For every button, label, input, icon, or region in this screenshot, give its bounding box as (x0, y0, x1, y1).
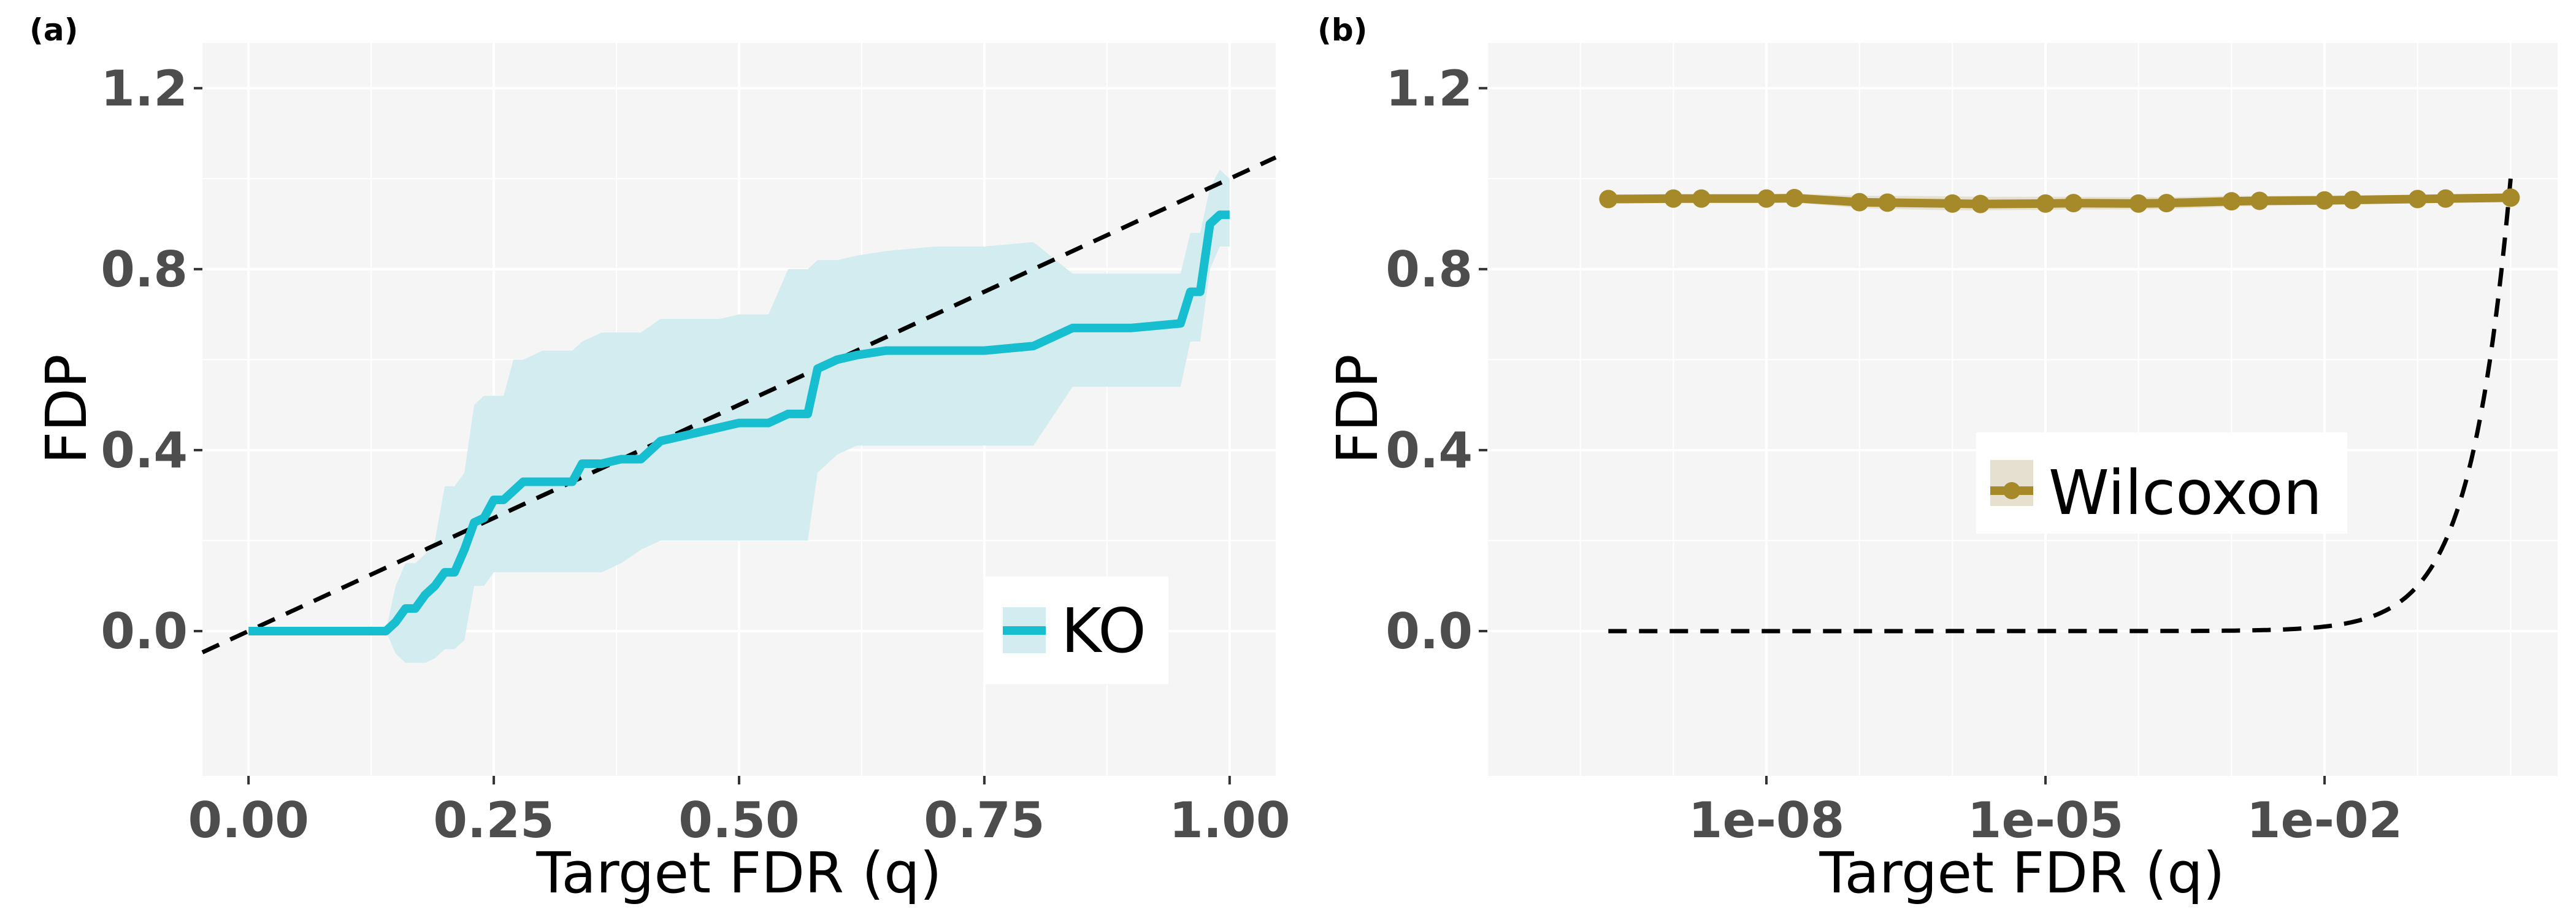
b-x-tick-label: 1e-08 (1689, 792, 1844, 849)
a-x-tick-label: 0.50 (678, 792, 799, 849)
b-x-tick-label: 1e-05 (1968, 792, 2123, 849)
b-data-point (2436, 189, 2455, 208)
panel-b-legend-key-point (2003, 482, 2020, 499)
b-data-point (1599, 190, 1618, 209)
panel-b-grid (1487, 43, 2558, 776)
panel-b-plot-background (1487, 43, 2558, 776)
b-data-point (2343, 190, 2362, 209)
panel-a-y-axis-title: FDP (34, 354, 99, 464)
panel-b-series (1599, 188, 2520, 213)
b-data-point (1664, 189, 1683, 208)
b-data-point (1785, 189, 1804, 208)
a-x-tick-label: 0.75 (924, 792, 1045, 849)
panel-b-reference (1608, 178, 2513, 634)
panel-a-ticks: 0.0 0.4 0.8 1.2 0.00 0.25 0.50 0.75 1.00 (101, 60, 1290, 849)
a-reference-line (201, 155, 1277, 654)
b-data-point (2315, 191, 2334, 210)
b-data-point (2129, 194, 2148, 213)
panel-a-reference (201, 155, 1277, 654)
panel-b-x-axis-title: Target FDR (q) (1819, 840, 2225, 906)
b-data-point (2157, 194, 2176, 213)
a-series-line (248, 210, 1230, 635)
b-x-tick-label: 1e-02 (2247, 792, 2402, 849)
b-data-point (1692, 189, 1711, 208)
panel-b-y-axis-title: FDP (1325, 354, 1390, 464)
a-x-tick-label: 1.00 (1169, 792, 1290, 849)
panel-b-tag: (b) (1317, 12, 1368, 48)
panel-a: (a) 0.0 0.4 0.8 1.2 0.00 0.25 0.50 0.75 1.00 Tar… (29, 12, 1290, 906)
panel-b: (b) 0.0 0.4 0.8 1.2 1e-08 1e-05 1e-02 Target F… (1317, 12, 2558, 906)
panel-b-legend-box (1976, 432, 2347, 534)
b-data-point (2408, 190, 2427, 209)
b-data-point (1943, 194, 1962, 213)
b-data-point (1850, 193, 1869, 212)
panel-a-tag: (a) (29, 12, 78, 48)
panel-a-x-axis-title: Target FDR (q) (536, 840, 942, 906)
a-y-tick-label: 0.8 (101, 241, 188, 298)
a-x-tick-label: 0.00 (188, 792, 309, 849)
b-data-point (2501, 188, 2520, 207)
b-data-point (2064, 194, 2083, 213)
b-data-point (2250, 191, 2269, 210)
b-data-point (2036, 194, 2055, 213)
panel-b-legend: Wilcoxon (1976, 432, 2347, 534)
panel-a-series (248, 210, 1230, 635)
panel-b-legend-label: Wilcoxon (2049, 457, 2322, 529)
b-reference-line (1608, 178, 2513, 634)
b-y-tick-label: 0.0 (1386, 603, 1473, 660)
a-x-tick-label: 0.25 (433, 792, 554, 849)
b-data-point (2222, 192, 2241, 211)
panel-b-ticks: 0.0 0.4 0.8 1.2 1e-08 1e-05 1e-02 (1386, 60, 2402, 849)
b-data-point (1878, 193, 1897, 212)
panel-a-legend-label: KO (1061, 595, 1146, 667)
b-y-tick-label: 0.4 (1386, 422, 1473, 479)
b-y-tick-label: 0.8 (1386, 241, 1473, 298)
panel-a-legend: KO (984, 577, 1168, 684)
b-data-point (1757, 189, 1776, 208)
a-y-tick-label: 0.4 (101, 422, 188, 479)
b-y-tick-label: 1.2 (1386, 60, 1473, 117)
a-y-tick-label: 0.0 (101, 603, 188, 660)
b-data-point (1971, 194, 1990, 213)
a-y-tick-label: 1.2 (101, 60, 188, 117)
